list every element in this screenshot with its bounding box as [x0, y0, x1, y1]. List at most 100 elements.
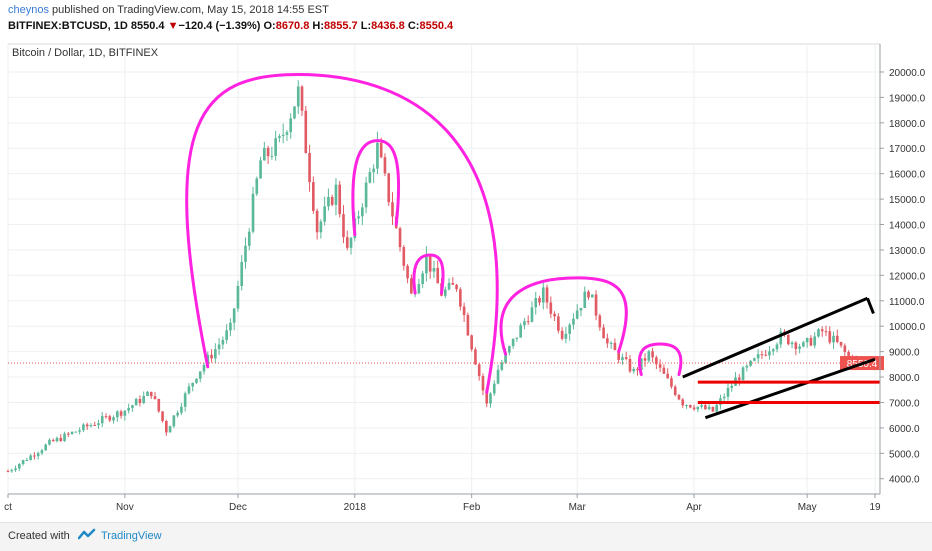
y-axis[interactable]: 4000.0 5000.0 6000.0 7000.0 8000.0 9000.0 1000…: [879, 44, 926, 494]
candle-body: [666, 373, 669, 379]
candle-body: [587, 291, 590, 298]
candle-body: [312, 182, 315, 211]
high-value: 8855.7: [324, 20, 358, 32]
candle-body: [123, 410, 127, 416]
candle-body: [779, 331, 783, 345]
candle-body: [621, 357, 624, 361]
candle-body: [221, 339, 225, 345]
candle-body: [511, 338, 515, 347]
candle-body: [598, 315, 602, 328]
candle-body: [768, 351, 771, 356]
candle-body: [293, 106, 296, 119]
candle-body: [104, 416, 108, 418]
candle-body: [685, 404, 688, 406]
candle-body: [372, 168, 375, 173]
candle-body: [247, 231, 251, 246]
candle-body: [568, 324, 571, 334]
channel-line: [682, 296, 869, 379]
candle-body: [74, 431, 78, 433]
candle-body: [624, 357, 628, 360]
candle-body: [251, 193, 255, 232]
candle-body: [402, 247, 406, 266]
candle-body: [244, 245, 247, 262]
candle-body: [281, 134, 285, 137]
candle-body: [59, 437, 63, 442]
candle-body: [462, 306, 466, 315]
candle-body: [398, 228, 402, 248]
y-tick-label: 9000.0: [889, 348, 920, 359]
x-tick-label: May: [798, 502, 817, 513]
high-label: H:: [312, 20, 325, 32]
candle-body: [749, 360, 752, 366]
x-axis[interactable]: ct Nov Dec 2018 Feb Mar Apr May 19: [4, 493, 881, 513]
x-tick-label: Mar: [569, 502, 587, 513]
candle-body: [704, 405, 707, 410]
candle-body: [632, 368, 636, 372]
candle-body: [737, 377, 741, 381]
candle-body: [432, 267, 436, 272]
candle-body: [48, 439, 51, 445]
candle-body: [636, 368, 639, 371]
candle-body: [334, 184, 338, 205]
candle-body: [421, 273, 424, 285]
candle-body: [51, 439, 55, 442]
y-tick-label: 17000.0: [889, 144, 926, 155]
candle-body: [387, 173, 391, 203]
footer: Created with TradingView: [0, 522, 932, 551]
candle-body: [21, 460, 25, 465]
candle-body: [557, 316, 560, 331]
candle-body: [183, 393, 187, 407]
candle-body: [315, 210, 319, 233]
candle-body: [715, 404, 718, 412]
candle-body: [85, 424, 89, 427]
candle-body: [364, 182, 368, 208]
candle-body: [255, 178, 259, 194]
x-tick-label: 19: [869, 502, 881, 513]
candle-body: [425, 254, 428, 274]
candle-body: [55, 437, 59, 442]
candle-body: [455, 284, 458, 290]
candle-body: [443, 289, 447, 296]
candle-body: [168, 426, 172, 433]
candle-body: [832, 335, 835, 343]
candle-body: [606, 338, 609, 344]
candle-body: [138, 399, 142, 403]
candle-body: [519, 325, 522, 338]
candle-body: [33, 455, 36, 457]
candles: [6, 80, 862, 473]
candle-body: [93, 425, 97, 427]
candle-body: [515, 337, 519, 339]
candle-body: [688, 404, 692, 408]
tradingview-link[interactable]: TradingView: [101, 530, 162, 542]
y-tick-label: 4000.0: [889, 475, 920, 486]
candle-body: [534, 298, 538, 308]
price-chart[interactable]: 8550.4 4000.0 5000.0 6000.0 7000.0 8000.0 900…: [0, 38, 932, 522]
candle-body: [451, 282, 455, 285]
candle-body: [240, 261, 244, 287]
candle-body: [29, 455, 32, 460]
low-value: 8436.8: [371, 20, 405, 32]
candle-body: [172, 415, 176, 427]
candle-body: [100, 416, 104, 424]
candle-body: [285, 132, 289, 135]
candle-body: [115, 411, 119, 418]
candle-body: [191, 382, 195, 387]
candle-body: [428, 254, 432, 272]
y-tick-label: 15000.0: [889, 195, 926, 206]
candle-body: [97, 423, 100, 426]
candle-body: [802, 342, 805, 347]
candle-body: [357, 216, 360, 219]
author-link[interactable]: cheynos: [8, 4, 49, 16]
candle-body: [771, 349, 775, 352]
candle-body: [187, 386, 191, 394]
candle-body: [485, 390, 489, 404]
x-tick-label: Feb: [463, 502, 481, 513]
candle-body: [756, 354, 760, 359]
candle-body: [391, 202, 394, 217]
candle-body: [651, 351, 654, 358]
candle-body: [590, 294, 594, 298]
candle-body: [25, 459, 29, 461]
candle-body: [36, 453, 40, 457]
candle-body: [180, 406, 183, 413]
open-label: O:: [263, 20, 276, 32]
